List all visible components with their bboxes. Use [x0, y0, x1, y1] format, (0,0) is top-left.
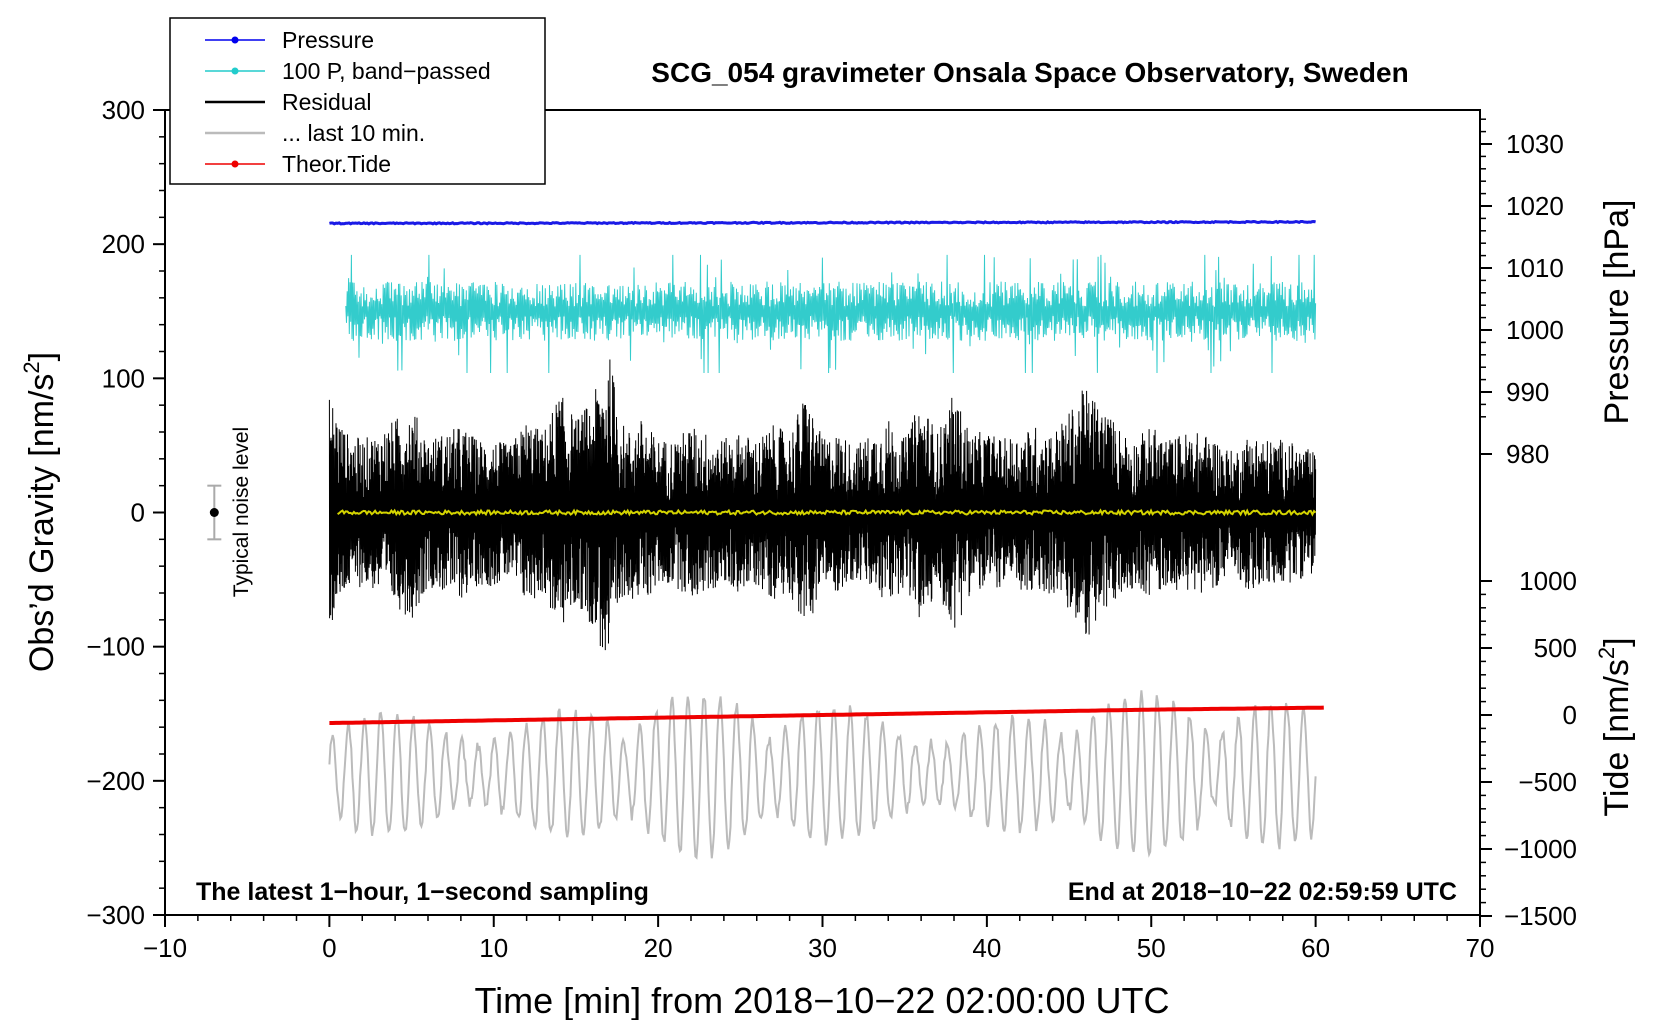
x-tick-label: 30: [808, 933, 837, 963]
series-pressure-bandpassed: [345, 254, 1317, 374]
legend-marker-pressure: [231, 36, 239, 44]
series-pressure: [329, 219, 1316, 226]
x-axis: −10 0 10 20 30 40 50 60 70: [143, 915, 1495, 963]
x-tick-label: 10: [479, 933, 508, 963]
pressure-tick-label: 990: [1506, 377, 1549, 407]
tide-tick-label: −1000: [1504, 834, 1577, 864]
legend-entry-bandpassed: 100 P, band−passed: [205, 58, 491, 84]
x-tick-label: −10: [143, 933, 187, 963]
series-layer: [328, 219, 1324, 860]
y-axis-tide-label: Tide [nm/s2]: [1594, 637, 1636, 816]
pressure-tick-label: 1020: [1506, 191, 1564, 221]
series-theoretical-tide: [329, 705, 1324, 725]
legend: Pressure 100 P, band−passed Residual ...…: [169, 17, 546, 185]
series-residual-smoothed: [337, 508, 1317, 517]
tide-tick-label: 500: [1534, 633, 1577, 663]
noise-dot: [209, 508, 219, 517]
x-tick-label: 50: [1137, 933, 1166, 963]
y-tick-label-left: −200: [86, 766, 145, 796]
y-axis-tide-label-text: Tide [nm/s: [1598, 659, 1636, 816]
legend-entry-residual: Residual: [205, 89, 372, 115]
tide-tick-label: 0: [1563, 700, 1577, 730]
y-tick-label-left: −300: [86, 900, 145, 930]
tide-tick-label: −500: [1518, 767, 1577, 797]
noise-label: Typical noise level: [230, 427, 253, 597]
x-tick-label: 60: [1301, 933, 1330, 963]
x-axis-label: Time [min] from 2018−10−22 02:00:00 UTC: [474, 980, 1169, 1020]
x-tick-label: 40: [972, 933, 1001, 963]
legend-label-tide: Theor.Tide: [282, 151, 391, 177]
y-tick-label-left: 100: [102, 363, 145, 393]
y-tick-label-left: 200: [102, 229, 145, 259]
legend-label-last10: ... last 10 min.: [282, 120, 425, 146]
legend-marker-bandpassed: [231, 67, 239, 75]
y-axis-tide-label-sup: 2: [1594, 647, 1619, 659]
legend-label-residual: Residual: [282, 89, 372, 115]
y-tick-label-left: −100: [86, 632, 145, 662]
legend-label-pressure: Pressure: [282, 27, 374, 53]
tide-tick-label: −1500: [1504, 901, 1577, 931]
y-axis-pressure-label: Pressure [hPa]: [1598, 200, 1636, 425]
pressure-tick-label: 980: [1506, 439, 1549, 469]
noise-indicator: Typical noise level: [207, 427, 253, 597]
y-axis-tide-label-close: ]: [1598, 637, 1636, 646]
chart-title: SCG_054 gravimeter Onsala Space Observat…: [651, 57, 1408, 88]
pressure-tick-label: 1030: [1506, 129, 1564, 159]
annotation-right: End at 2018−10−22 02:59:59 UTC: [1068, 878, 1457, 906]
y-axis-left-label-text: Obs’d Gravity [nm/s: [23, 374, 61, 673]
series-last-10-min: [328, 690, 1317, 860]
x-tick-label: 70: [1466, 933, 1495, 963]
y-axis-left-label: Obs’d Gravity [nm/s2]: [19, 352, 61, 672]
pressure-tick-label: 1010: [1506, 253, 1564, 283]
series-residual: [328, 359, 1317, 651]
y-axis-left-label-sup: 2: [19, 361, 44, 373]
legend-marker-tide: [231, 160, 239, 168]
annotation-left: The latest 1−hour, 1−second sampling: [196, 878, 649, 906]
x-tick-label: 0: [322, 933, 336, 963]
legend-entry-pressure: Pressure: [205, 27, 374, 53]
tide-tick-label: 1000: [1519, 566, 1577, 596]
legend-entry-tide: Theor.Tide: [205, 151, 391, 177]
y-axis-pressure: 980 990 1000 1010 1020 1030: [1479, 110, 1564, 469]
y-axis-tide: −1500 −1000 −500 0 500 1000: [1480, 566, 1577, 931]
y-tick-label-left: 300: [102, 95, 145, 125]
y-axis-left: −300 −200 −100 0 100 200 300: [86, 95, 165, 930]
legend-entry-last10: ... last 10 min.: [205, 120, 425, 146]
legend-label-bandpassed: 100 P, band−passed: [282, 58, 491, 84]
y-axis-left-label-close: ]: [23, 352, 61, 361]
pressure-tick-label: 1000: [1506, 315, 1564, 345]
x-tick-label: 20: [644, 933, 673, 963]
y-tick-label-left: 0: [131, 498, 145, 528]
